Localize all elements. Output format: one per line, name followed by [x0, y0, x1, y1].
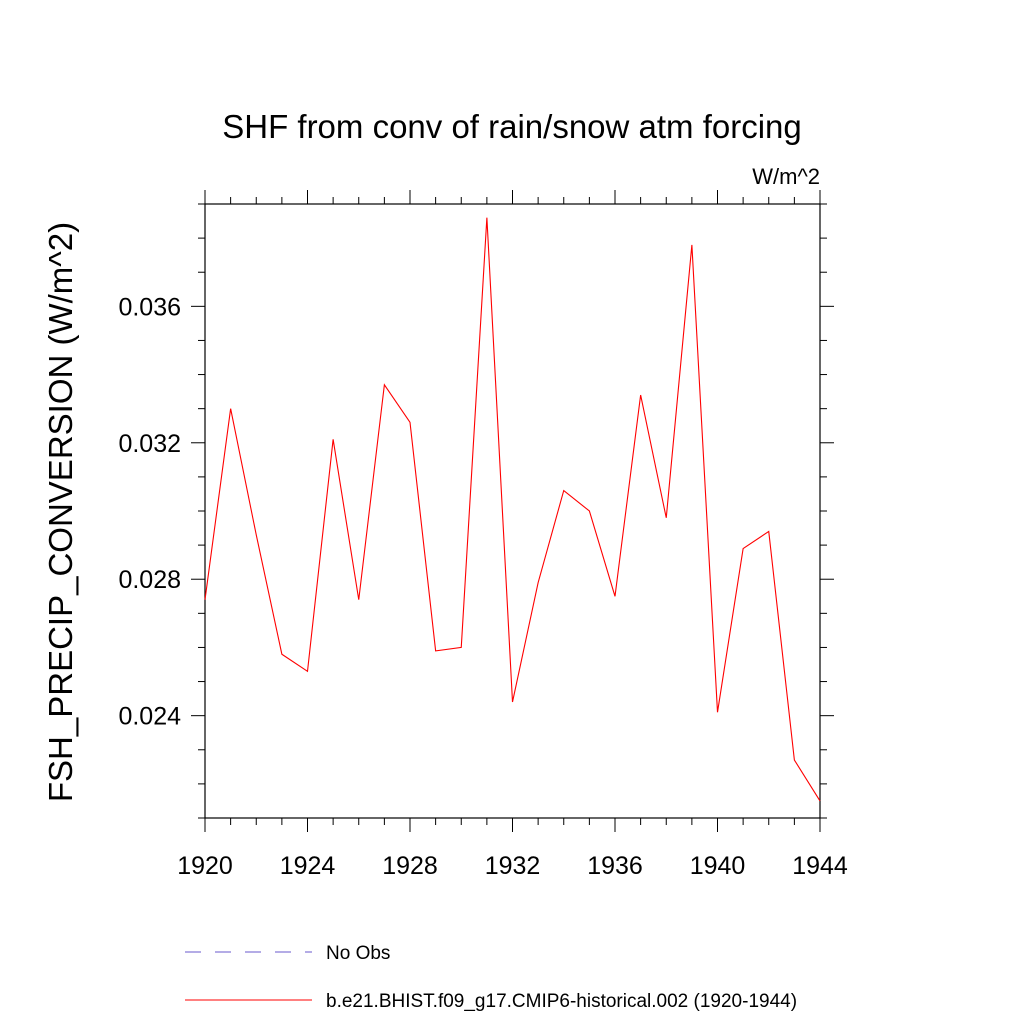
x-tick-label: 1932	[485, 852, 541, 880]
x-tick-label: 1928	[382, 852, 438, 880]
plot-area: 0.024 0.028 0.032 0.036 1920 1924 1928 1932 1936…	[118, 190, 847, 880]
x-tick-label: 1924	[280, 852, 336, 880]
legend: No Obs b.e21.BHIST.f09_g17.CMIP6-historic…	[185, 943, 797, 1012]
units-label: W/m^2	[752, 164, 820, 189]
x-tick-label: 1940	[690, 852, 746, 880]
y-tick-label: 0.024	[118, 703, 181, 731]
x-tick-label: 1936	[587, 852, 643, 880]
y-axis-label: FSH_PRECIP_CONVERSION (W/m^2)	[42, 222, 79, 802]
chart-title: SHF from conv of rain/snow atm forcing	[222, 108, 802, 145]
legend-entry-label: No Obs	[326, 943, 390, 964]
y-tick-label: 0.028	[118, 566, 181, 594]
series-line	[205, 218, 820, 801]
y-tick-label: 0.032	[118, 430, 181, 458]
plot-frame	[205, 204, 820, 818]
legend-entry-label: b.e21.BHIST.f09_g17.CMIP6-historical.002…	[326, 991, 797, 1012]
x-tick-label: 1920	[177, 852, 233, 880]
y-tick-label: 0.036	[118, 293, 181, 321]
x-tick-label: 1944	[792, 852, 848, 880]
